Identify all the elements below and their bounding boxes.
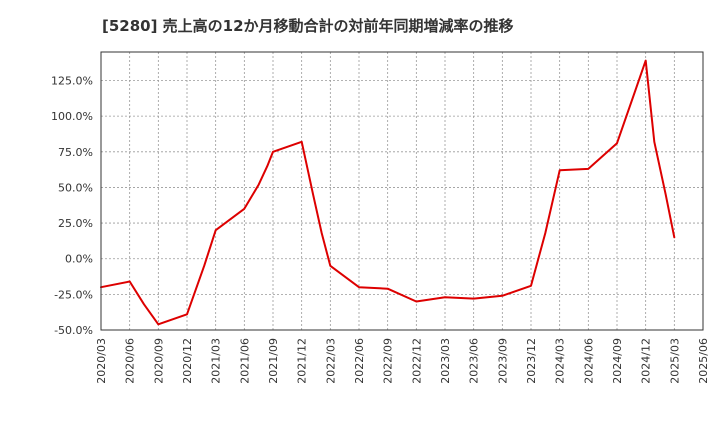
x-tick-label: 2021/06 <box>238 338 251 384</box>
x-tick-label: 2020/06 <box>124 338 137 384</box>
x-tick-label: 2023/03 <box>439 338 452 384</box>
x-tick-label: 2025/03 <box>668 338 681 384</box>
x-tick-label: 2024/12 <box>640 338 653 384</box>
y-axis: -50.0% -25.0% 0.0% 25.0% 50.0% 75.0% 100.0% 125… <box>51 75 93 337</box>
x-tick-label: 2024/03 <box>554 338 567 384</box>
x-tick-label: 2022/06 <box>353 338 366 384</box>
grid <box>100 52 704 331</box>
x-tick-label: 2023/06 <box>468 338 481 384</box>
y-tick-label: -25.0% <box>54 288 93 301</box>
series <box>100 59 676 326</box>
y-tick-label: 100.0% <box>51 110 93 123</box>
x-tick-label: 2024/06 <box>582 338 595 384</box>
x-tick-label: 2022/09 <box>382 338 395 384</box>
x-tick-label: 2025/06 <box>697 338 710 384</box>
x-axis: 2020/03 2020/06 2020/09 2020/12 2021/03 2021/… <box>95 338 710 384</box>
y-tick-label: 125.0% <box>51 75 93 88</box>
x-tick-label: 2020/03 <box>95 338 108 384</box>
x-tick-label: 2023/12 <box>525 338 538 384</box>
y-tick-label: 75.0% <box>58 146 93 159</box>
x-tick-label: 2020/12 <box>181 338 194 384</box>
x-tick-label: 2020/09 <box>152 338 165 384</box>
y-tick-label: 25.0% <box>58 217 93 230</box>
x-tick-label: 2021/03 <box>210 338 223 384</box>
x-tick-label: 2022/12 <box>410 338 423 384</box>
x-tick-label: 2021/12 <box>296 338 309 384</box>
x-tick-label: 2022/03 <box>324 338 337 384</box>
chart-title: [5280] 売上高の12か月移動合計の対前年同期増減率の推移 <box>102 17 514 35</box>
series-line <box>100 59 676 326</box>
x-tick-label: 2024/09 <box>611 338 624 384</box>
y-tick-label: -50.0% <box>54 324 93 337</box>
x-tick-label: 2023/09 <box>496 338 509 384</box>
y-tick-label: 0.0% <box>65 253 93 266</box>
y-tick-label: 50.0% <box>58 181 93 194</box>
x-tick-label: 2021/09 <box>267 338 280 384</box>
plot-frame <box>100 51 704 331</box>
